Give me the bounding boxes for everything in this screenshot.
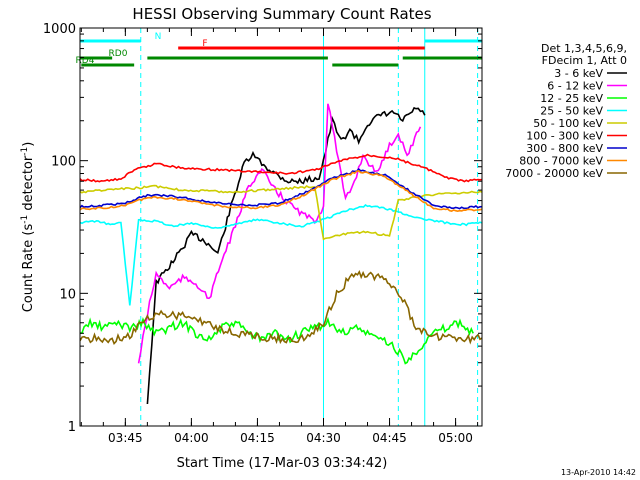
series-line xyxy=(80,269,482,345)
series-300-800-kev xyxy=(80,167,482,210)
attenuator-flags: N F RD0 RD4 xyxy=(76,32,482,67)
series-line xyxy=(137,103,422,364)
chart-title: HESSI Observing Summary Count Rates xyxy=(132,5,431,23)
legend-label: 3 - 6 keV xyxy=(554,67,603,80)
flag-f: F xyxy=(178,39,425,50)
x-tick-label: 05:00 xyxy=(438,431,473,445)
series-line xyxy=(80,167,482,210)
footer-date: 13-Apr-2010 14:42 xyxy=(561,468,636,477)
flag-rd4: RD4 xyxy=(76,56,399,67)
legend-label: 25 - 50 keV xyxy=(540,105,603,118)
series-line xyxy=(80,203,482,306)
flag-label: RD4 xyxy=(76,56,95,66)
legend-label: 50 - 100 keV xyxy=(533,117,603,130)
series-3-6-kev xyxy=(146,106,426,405)
legend: Det 1,3,4,5,6,9,FDecim 1, Att 03 - 6 keV… xyxy=(505,42,627,180)
series-7000-20000-kev xyxy=(80,269,482,345)
flag-rd0: RD0 xyxy=(80,49,482,60)
legend-label: 100 - 300 keV xyxy=(526,130,603,143)
legend-label: 800 - 7000 keV xyxy=(519,155,603,168)
y-tick-label: 10 xyxy=(59,287,76,302)
x-tick-label: 04:15 xyxy=(240,431,275,445)
legend-label: 12 - 25 keV xyxy=(540,92,603,105)
x-tick-label: 03:45 xyxy=(108,431,143,445)
x-tick-label: 04:45 xyxy=(372,431,407,445)
series-line xyxy=(80,316,474,365)
flag-label: RD0 xyxy=(109,49,128,59)
series-line xyxy=(80,153,482,183)
x-tick-label: 04:00 xyxy=(174,431,209,445)
series-line xyxy=(80,169,482,213)
axis-ticks: 03:45 04:00 04:15 04:30 04:45 05:00 1 10 100 1000 xyxy=(43,22,482,445)
legend-label: 7000 - 20000 keV xyxy=(505,167,603,180)
legend-label: 6 - 12 keV xyxy=(547,80,603,93)
y-axis-label: Count Rate (s-1 detector-1) xyxy=(20,142,36,313)
flag-n: N xyxy=(80,32,482,43)
legend-header: Det 1,3,4,5,6,9, xyxy=(541,42,627,55)
legend-header: FDecim 1, Att 0 xyxy=(542,54,627,67)
x-tick-label: 04:30 xyxy=(306,431,341,445)
flag-label: F xyxy=(202,39,207,49)
y-tick-label: 1000 xyxy=(43,22,76,37)
flag-label: N xyxy=(155,32,162,42)
series-6-12-kev xyxy=(137,101,422,364)
series-line xyxy=(146,106,426,405)
y-tick-label: 1 xyxy=(68,420,76,435)
legend-label: 300 - 800 keV xyxy=(526,142,603,155)
vertical-marker-lines xyxy=(140,28,479,426)
y-tick-label: 100 xyxy=(51,155,76,170)
series-layer xyxy=(80,101,482,405)
x-axis-label: Start Time (17-Mar-03 03:34:42) xyxy=(177,456,388,471)
plot-frame xyxy=(79,27,483,427)
